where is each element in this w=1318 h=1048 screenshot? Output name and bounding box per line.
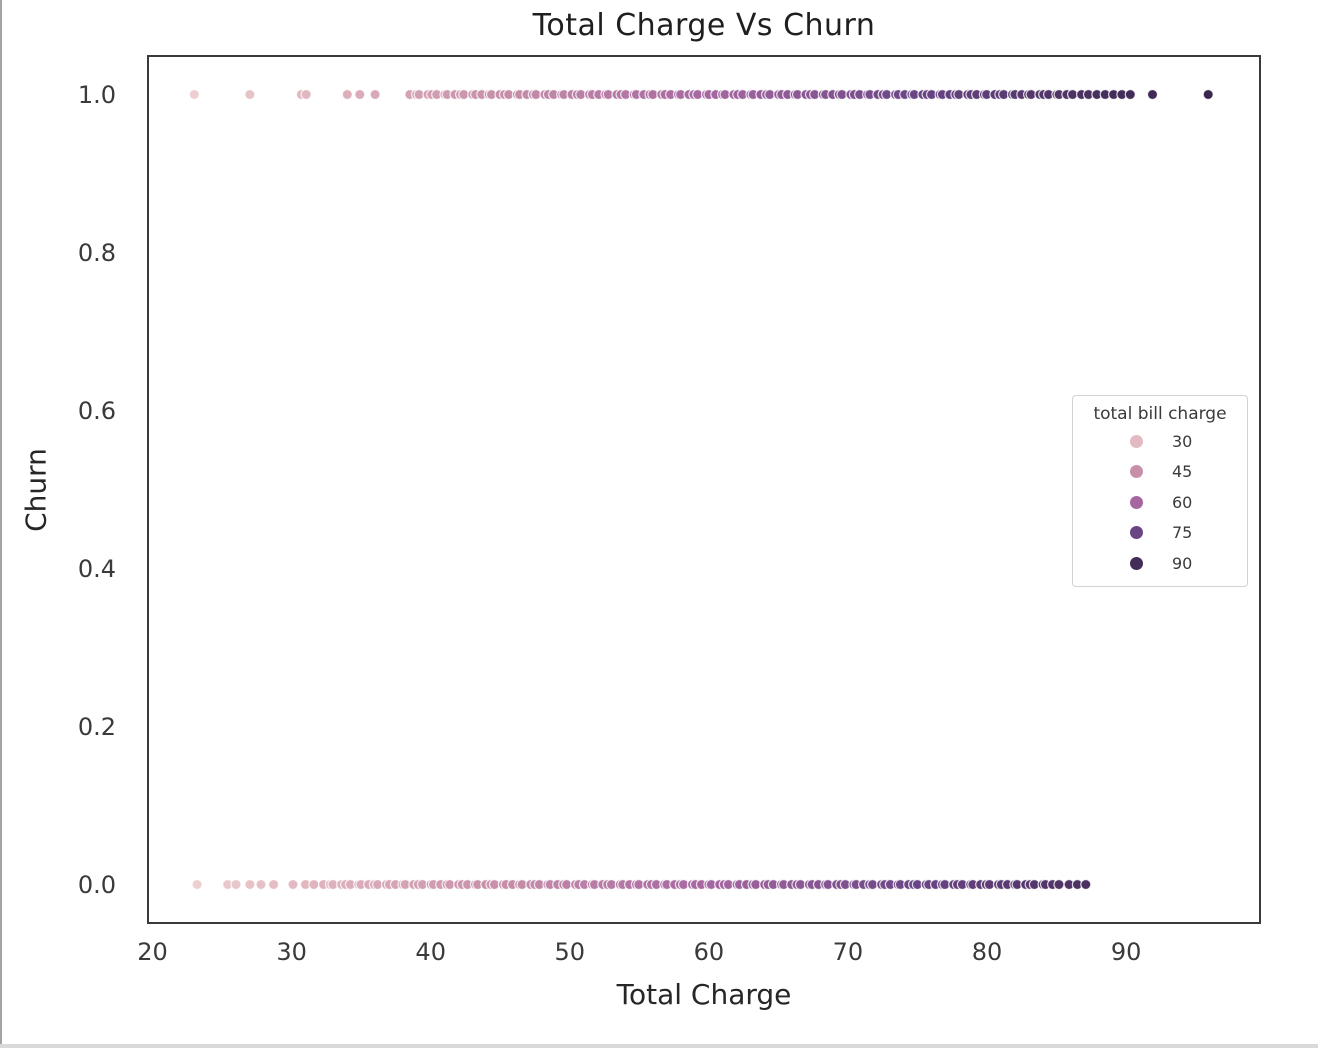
x-tick-label: 50 [554, 938, 586, 966]
data-point [230, 878, 242, 891]
legend-entry-label: 75 [1172, 523, 1193, 543]
data-point [300, 88, 312, 101]
plot-area [147, 55, 1261, 924]
data-point [341, 88, 353, 101]
legend-entry: 75 [1073, 518, 1247, 549]
data-point [354, 88, 366, 101]
legend-entry-label: 90 [1172, 553, 1193, 573]
legend-swatch-icon [1130, 556, 1143, 570]
legend-entry: 30 [1073, 426, 1247, 457]
data-point [287, 878, 299, 891]
legend-swatch-icon [1130, 434, 1143, 448]
y-tick-label: 0.6 [77, 396, 116, 425]
legend: total bill charge 30 45 60 75 90 [1072, 395, 1248, 587]
data-point [1202, 88, 1214, 101]
window-bottom-strip [0, 1044, 1318, 1048]
y-tick-label: 1.0 [77, 80, 116, 109]
data-point [244, 878, 256, 891]
legend-swatch-icon [1130, 495, 1143, 509]
legend-swatch-icon [1130, 526, 1143, 540]
data-point [191, 878, 203, 891]
x-tick-label: 80 [971, 938, 1003, 966]
data-point [1146, 88, 1159, 101]
y-axis-label: Churn [19, 448, 53, 532]
legend-title: total bill charge [1093, 404, 1227, 424]
x-tick-label: 30 [276, 938, 307, 966]
chart-title: Total Charge Vs Churn [532, 8, 876, 43]
window-left-border [0, 0, 2, 1048]
legend-entry-label: 60 [1172, 492, 1193, 512]
x-tick-label: 60 [693, 938, 725, 966]
x-tick-label: 40 [415, 938, 446, 966]
legend-entry-label: 45 [1172, 462, 1193, 482]
data-point [1124, 88, 1136, 101]
x-tick-label: 90 [1110, 938, 1142, 966]
legend-entries: 30 45 60 75 90 [1073, 426, 1247, 579]
legend-entry-label: 30 [1172, 431, 1193, 451]
legend-entry: 60 [1073, 487, 1247, 518]
series-churn-0 [191, 878, 1092, 891]
y-tick-label: 0.0 [77, 870, 116, 899]
legend-entry: 90 [1073, 548, 1247, 579]
data-point [255, 878, 267, 891]
data-point [188, 88, 200, 101]
legend-swatch-icon [1130, 465, 1143, 479]
y-tick-label: 0.4 [77, 554, 116, 583]
x-tick-label: 70 [832, 938, 864, 966]
series-churn-1 [188, 88, 1214, 101]
data-point [369, 88, 381, 101]
y-tick-label: 0.2 [77, 712, 116, 741]
data-point [268, 878, 280, 891]
x-axis-label: Total Charge [616, 978, 792, 1011]
data-point [1080, 878, 1092, 891]
x-tick-label: 20 [137, 938, 168, 966]
y-tick-label: 0.8 [77, 238, 116, 267]
data-point [244, 88, 256, 101]
legend-entry: 45 [1073, 457, 1247, 488]
